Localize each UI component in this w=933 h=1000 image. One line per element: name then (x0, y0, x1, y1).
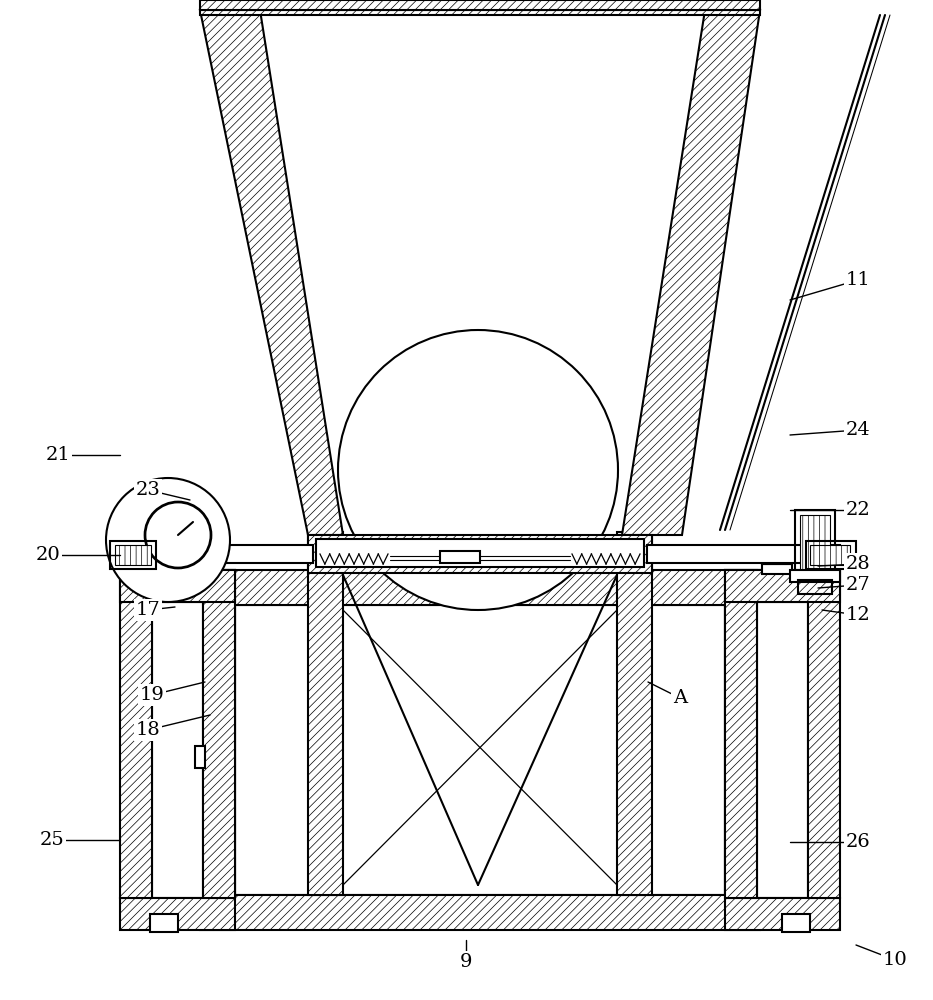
Circle shape (338, 330, 618, 610)
Text: 24: 24 (845, 421, 870, 439)
Bar (200, 570, 235, 895)
Bar (440, 551, 480, 563)
Bar (617, 532, 652, 895)
Bar (308, 532, 343, 895)
Bar (798, 580, 832, 594)
Bar (725, 898, 840, 930)
Circle shape (145, 502, 211, 568)
Polygon shape (622, 10, 760, 535)
Bar (725, 570, 760, 895)
Bar (725, 570, 757, 898)
Text: 21: 21 (46, 446, 70, 464)
Bar (157, 564, 187, 574)
Text: 27: 27 (845, 576, 870, 594)
Text: 10: 10 (883, 951, 908, 969)
Bar (200, 895, 760, 930)
Bar (795, 510, 835, 575)
Bar (120, 545, 313, 563)
Text: 22: 22 (845, 501, 870, 519)
Bar (757, 602, 808, 898)
Bar (200, 0, 760, 10)
Text: 26: 26 (845, 833, 870, 851)
Bar (790, 570, 840, 582)
Text: 20: 20 (35, 546, 61, 564)
Bar (120, 570, 152, 898)
Text: 19: 19 (140, 686, 164, 704)
Bar (810, 545, 850, 565)
Bar (110, 541, 156, 569)
Bar (115, 545, 151, 565)
Bar (203, 570, 235, 898)
Bar (762, 564, 792, 574)
Bar (806, 541, 856, 569)
Bar (762, 558, 792, 564)
Bar (120, 570, 235, 602)
Bar (200, 570, 760, 605)
Polygon shape (200, 10, 343, 535)
Circle shape (106, 478, 230, 602)
Bar (647, 545, 840, 563)
Bar (800, 515, 830, 570)
Bar (316, 539, 644, 567)
Bar (308, 535, 652, 573)
Text: 17: 17 (135, 601, 160, 619)
Bar (725, 570, 840, 602)
Bar (157, 558, 187, 564)
Bar (808, 570, 840, 898)
Text: 11: 11 (845, 271, 870, 289)
Text: A: A (673, 689, 687, 707)
Bar (120, 898, 235, 930)
Bar (150, 914, 178, 932)
Text: 12: 12 (845, 606, 870, 624)
Bar (235, 605, 725, 895)
Bar (782, 914, 810, 932)
Text: 23: 23 (135, 481, 160, 499)
Text: 9: 9 (460, 953, 472, 971)
Bar (152, 602, 203, 898)
Bar (195, 746, 205, 768)
Text: 28: 28 (845, 555, 870, 573)
Text: 18: 18 (135, 721, 160, 739)
Text: 25: 25 (39, 831, 64, 849)
Bar (200, 10, 760, 15)
